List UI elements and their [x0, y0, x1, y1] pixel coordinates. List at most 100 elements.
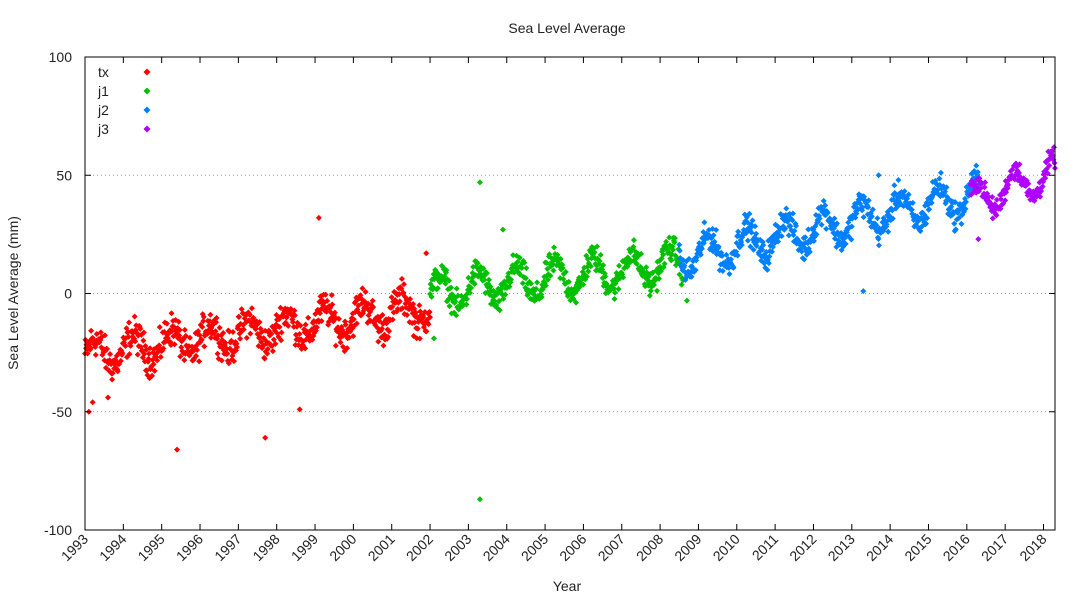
- data-point: [226, 328, 233, 335]
- data-point: [820, 197, 827, 204]
- data-point: [423, 250, 430, 257]
- data-point: [671, 235, 678, 242]
- x-tick-label: 2015: [901, 531, 934, 564]
- data-point: [101, 332, 108, 339]
- x-tick-label: 2001: [364, 531, 397, 564]
- data-point: [611, 295, 618, 302]
- data-point: [993, 196, 1000, 203]
- data-point: [557, 256, 564, 263]
- data-point: [104, 345, 111, 352]
- data-point: [131, 313, 138, 320]
- data-point: [220, 330, 227, 337]
- x-tick-label: 2017: [978, 531, 1011, 564]
- data-point: [730, 264, 737, 271]
- x-tick-label: 2012: [786, 531, 819, 564]
- x-tick-label: 2009: [671, 531, 704, 564]
- data-point: [570, 296, 577, 303]
- data-point: [443, 267, 450, 274]
- data-point: [727, 256, 734, 263]
- data-point: [874, 215, 881, 222]
- data-point: [430, 335, 437, 342]
- data-point: [696, 240, 703, 247]
- data-point: [246, 311, 253, 318]
- data-point: [542, 282, 549, 289]
- data-point: [87, 345, 94, 352]
- data-point: [499, 291, 506, 298]
- data-point: [580, 281, 587, 288]
- data-point: [901, 188, 908, 195]
- data-point: [973, 162, 980, 169]
- x-tick-label: 2016: [940, 531, 973, 564]
- data-point: [1046, 162, 1053, 169]
- data-point: [760, 242, 767, 249]
- data-point: [647, 287, 654, 294]
- data-point: [676, 241, 683, 248]
- x-tick-label: 1995: [134, 531, 167, 564]
- data-point: [671, 239, 678, 246]
- data-point: [668, 257, 675, 264]
- data-point: [875, 236, 882, 243]
- data-point: [476, 179, 483, 186]
- data-point: [638, 250, 645, 257]
- data-point: [1051, 159, 1058, 166]
- data-point: [746, 210, 753, 217]
- data-point: [766, 253, 773, 260]
- data-point: [726, 270, 733, 277]
- legend-marker: [143, 68, 151, 76]
- data-point: [507, 276, 514, 283]
- data-point: [909, 199, 916, 206]
- data-point: [885, 228, 892, 235]
- data-point: [117, 357, 124, 364]
- data-point: [427, 314, 434, 321]
- data-point: [416, 335, 423, 342]
- data-point: [865, 204, 872, 211]
- data-point: [453, 285, 460, 292]
- data-point: [905, 191, 912, 198]
- data-point: [207, 334, 214, 341]
- data-point: [225, 360, 232, 367]
- data-point: [547, 272, 554, 279]
- data-point: [1016, 161, 1023, 168]
- data-point: [181, 357, 188, 364]
- data-point: [891, 182, 898, 189]
- data-point: [407, 295, 414, 302]
- data-point: [1049, 152, 1056, 159]
- data-point: [594, 243, 601, 250]
- data-point: [335, 315, 342, 322]
- data-point: [412, 309, 419, 316]
- data-point: [378, 325, 385, 332]
- data-point: [200, 313, 207, 320]
- data-point: [989, 215, 996, 222]
- data-point: [463, 301, 470, 308]
- data-point: [1037, 193, 1044, 200]
- data-point: [137, 325, 144, 332]
- data-point: [928, 199, 935, 206]
- data-point: [123, 354, 130, 361]
- data-point: [160, 345, 167, 352]
- data-point: [434, 285, 441, 292]
- data-point: [463, 295, 470, 302]
- data-point: [423, 328, 430, 335]
- data-point: [734, 252, 741, 259]
- data-point: [240, 326, 247, 333]
- data-point: [676, 247, 683, 254]
- data-point: [1018, 179, 1025, 186]
- data-point: [952, 199, 959, 206]
- data-point: [848, 236, 855, 243]
- data-points: [82, 144, 1058, 503]
- data-point: [908, 206, 915, 213]
- data-point: [141, 350, 148, 357]
- data-point: [650, 281, 657, 288]
- data-point: [376, 318, 383, 325]
- data-point: [778, 233, 785, 240]
- data-point: [420, 314, 427, 321]
- data-point: [660, 251, 667, 258]
- data-point: [380, 342, 387, 349]
- legend-marker: [143, 106, 151, 114]
- data-point: [97, 329, 104, 336]
- data-point: [818, 221, 825, 228]
- data-point: [448, 284, 455, 291]
- data-point: [600, 262, 607, 269]
- y-tick-label: -100: [44, 522, 72, 538]
- data-point: [681, 262, 688, 269]
